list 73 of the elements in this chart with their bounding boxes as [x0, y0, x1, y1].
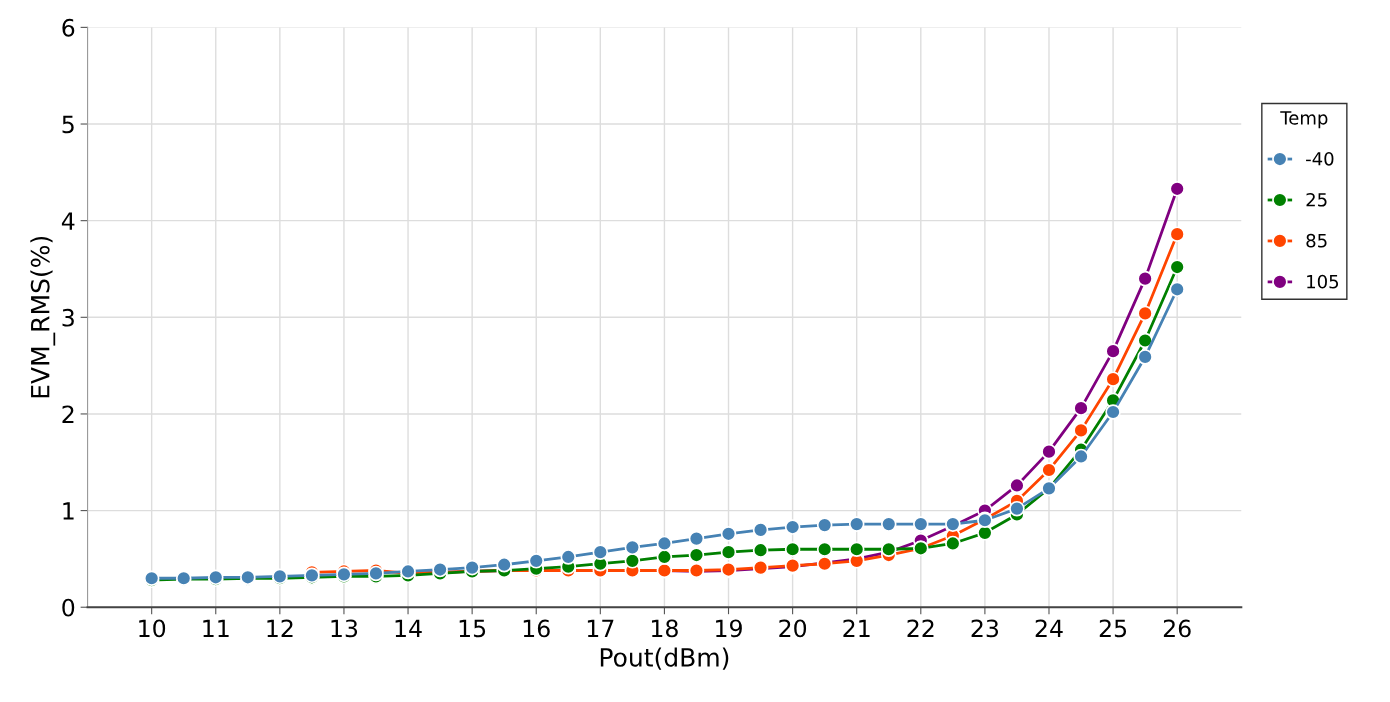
x-tick-label: 23 [971, 619, 999, 638]
point [496, 556, 512, 573]
point [1137, 349, 1153, 365]
point [1073, 422, 1089, 439]
point [720, 544, 737, 560]
point [1169, 259, 1185, 275]
x-tick-label: 24 [1035, 619, 1063, 637]
point [656, 549, 673, 565]
x-tick-label: 10 [139, 619, 166, 638]
x-tick-label: 25 [1099, 619, 1127, 638]
y-tick-label: 0 [62, 598, 75, 617]
x-tick-label: 16 [523, 619, 550, 638]
x-tick-label: 22 [907, 619, 934, 637]
legend-title: Temp [1280, 111, 1328, 129]
legend-label: 25 [1306, 192, 1327, 207]
point [784, 541, 801, 558]
y-axis-title: EVM_RMS(%) [30, 236, 56, 398]
point [1105, 404, 1121, 420]
x-tick-label: 18 [651, 619, 678, 638]
point [1169, 281, 1185, 298]
x-axis-title: Pout(dBm) [600, 647, 729, 670]
point [1009, 500, 1025, 517]
point [656, 535, 673, 552]
point [880, 516, 897, 532]
x-tick-label: 21 [843, 619, 870, 637]
point [848, 541, 865, 558]
x-tick-label: 11 [203, 619, 229, 637]
legend-label: 105 [1307, 274, 1339, 289]
point [752, 522, 769, 538]
x-tick-label: 26 [1163, 619, 1191, 638]
point [720, 526, 737, 542]
point [624, 539, 641, 556]
x-tick-label: 15 [459, 619, 486, 638]
point [913, 516, 929, 532]
point [1041, 462, 1057, 478]
point [1041, 443, 1057, 460]
point [1073, 400, 1089, 416]
x-tick-label: 14 [395, 619, 422, 637]
y-tick-label: 4 [61, 212, 75, 230]
legend-label: 85 [1306, 233, 1327, 248]
point [1169, 180, 1185, 197]
x-tick-label: 20 [779, 619, 807, 638]
x-tick-label: 17 [587, 619, 614, 637]
point [848, 516, 865, 532]
point [816, 517, 833, 533]
y-tick-label: 3 [62, 308, 74, 327]
point [945, 535, 961, 552]
point [1073, 448, 1089, 465]
legend-label: -40 [1306, 151, 1334, 166]
y-tick-label: 6 [62, 18, 75, 37]
point [1137, 270, 1153, 287]
point [816, 541, 833, 558]
y-tick-label: 5 [62, 115, 74, 134]
point [624, 553, 641, 569]
x-tick-label: 13 [331, 619, 358, 638]
point [592, 544, 609, 560]
x-tick-label: 19 [716, 619, 742, 638]
point [1105, 343, 1121, 359]
point [1009, 477, 1025, 494]
point [752, 542, 769, 558]
x-tick-label: 12 [267, 619, 293, 637]
point [1137, 305, 1153, 322]
point [528, 553, 545, 569]
point [1169, 226, 1185, 242]
point [1137, 332, 1153, 349]
y-tick-label: 2 [62, 405, 74, 423]
point [688, 530, 705, 547]
point [464, 559, 480, 576]
point [1105, 371, 1121, 387]
point [688, 547, 705, 563]
point [784, 519, 801, 535]
y-tick-label: 1 [63, 502, 74, 520]
point [560, 549, 577, 565]
